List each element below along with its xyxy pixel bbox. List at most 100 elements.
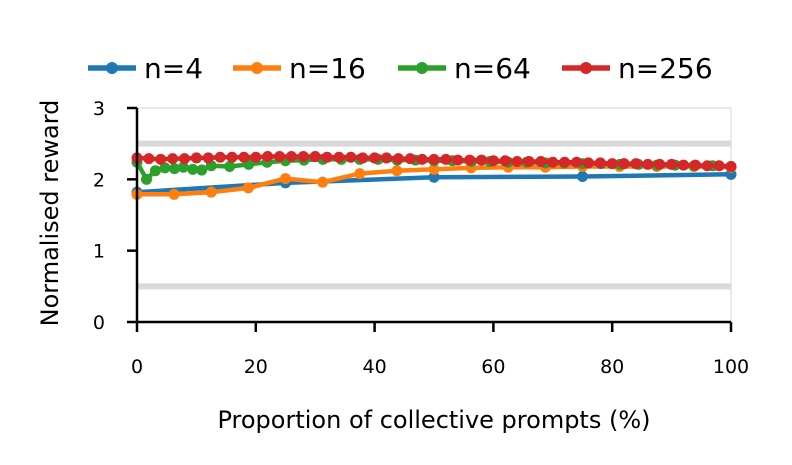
data-point xyxy=(242,182,254,194)
data-point xyxy=(250,151,262,163)
data-point xyxy=(440,153,452,165)
data-point xyxy=(452,154,464,166)
x-tick-label: 40 xyxy=(363,356,387,378)
data-point xyxy=(354,168,366,180)
data-point xyxy=(205,186,217,198)
data-point xyxy=(428,163,440,175)
x-tick-label: 0 xyxy=(131,356,143,378)
legend-label: n=256 xyxy=(618,52,713,85)
y-axis-label: Normalised reward xyxy=(36,100,64,327)
data-point xyxy=(262,151,274,163)
legend-marker xyxy=(106,62,118,74)
data-point xyxy=(701,160,713,172)
data-point xyxy=(159,162,171,174)
data-point xyxy=(297,151,309,163)
data-point xyxy=(577,170,588,182)
data-point xyxy=(428,153,440,165)
data-point xyxy=(487,155,499,167)
data-point xyxy=(317,176,329,188)
data-point xyxy=(214,151,226,163)
data-point xyxy=(725,160,737,172)
data-point xyxy=(535,156,547,167)
data-point xyxy=(321,151,333,163)
data-point xyxy=(149,165,161,177)
y-axis: 0 1 2 3 xyxy=(93,98,139,334)
y-tick-label: 0 xyxy=(93,312,105,334)
y-tick-label: 2 xyxy=(93,169,105,191)
data-point xyxy=(167,153,179,165)
series-n=4 xyxy=(131,168,737,198)
x-tick-label: 100 xyxy=(713,356,749,378)
data-point xyxy=(618,158,630,170)
data-point xyxy=(285,151,297,163)
legend-item: n=256 xyxy=(562,52,713,85)
data-point xyxy=(202,152,214,164)
data-point xyxy=(224,160,236,172)
data-point xyxy=(177,161,189,173)
data-point xyxy=(666,158,678,170)
legend-item: n=4 xyxy=(88,52,203,85)
data-point xyxy=(238,151,250,163)
data-point xyxy=(143,153,155,165)
legend-marker xyxy=(580,62,592,74)
data-point xyxy=(416,153,428,165)
data-point xyxy=(571,156,583,168)
x-axis-label: Proportion of collective prompts (%) xyxy=(217,406,650,434)
legend-marker xyxy=(251,62,263,74)
data-point xyxy=(380,152,392,164)
data-point xyxy=(404,153,416,165)
data-point xyxy=(357,152,369,164)
data-point xyxy=(689,159,701,171)
data-point xyxy=(226,151,238,163)
legend-label: n=4 xyxy=(144,52,203,85)
data-point xyxy=(511,156,523,167)
data-point xyxy=(196,164,208,176)
x-tick-label: 80 xyxy=(600,356,624,378)
reference-lines xyxy=(137,140,731,290)
data-point xyxy=(369,152,381,164)
data-point xyxy=(391,165,403,177)
data-point xyxy=(168,163,180,175)
legend-label: n=16 xyxy=(289,52,366,85)
legend-item: n=64 xyxy=(398,52,531,85)
data-point xyxy=(141,173,153,185)
data-point xyxy=(582,157,594,169)
data-point xyxy=(713,160,725,172)
series-n=256 xyxy=(131,151,737,172)
data-point xyxy=(392,153,404,165)
data-point xyxy=(333,151,345,163)
legend-marker xyxy=(416,62,428,74)
data-point xyxy=(499,155,511,167)
data-point xyxy=(155,153,167,165)
x-tick-label: 60 xyxy=(481,356,505,378)
data-point xyxy=(654,158,666,170)
y-tick-label: 1 xyxy=(93,241,105,263)
legend-label: n=64 xyxy=(454,52,531,85)
x-axis: 0 20 40 60 80 100 xyxy=(131,320,749,378)
series-group xyxy=(131,151,737,200)
x-tick-label: 20 xyxy=(244,356,268,378)
data-point xyxy=(280,173,291,185)
data-point xyxy=(559,156,571,168)
data-point xyxy=(168,188,180,200)
data-point xyxy=(190,152,202,164)
data-point xyxy=(594,157,606,169)
data-point xyxy=(630,158,642,170)
data-point xyxy=(523,156,535,167)
data-point xyxy=(642,158,654,170)
data-point xyxy=(547,156,559,168)
data-point xyxy=(476,154,488,166)
data-point xyxy=(309,151,321,163)
plot-frame xyxy=(136,107,732,323)
legend-item: n=16 xyxy=(233,52,366,85)
legend: n=4 n=16 n=64 n=256 xyxy=(88,52,713,85)
data-point xyxy=(464,154,476,166)
data-point xyxy=(428,171,440,183)
plot-area xyxy=(131,107,737,323)
data-point xyxy=(606,158,618,170)
data-point xyxy=(677,159,689,171)
y-tick-label: 3 xyxy=(93,98,105,120)
data-point xyxy=(187,163,199,175)
data-point xyxy=(345,151,357,163)
